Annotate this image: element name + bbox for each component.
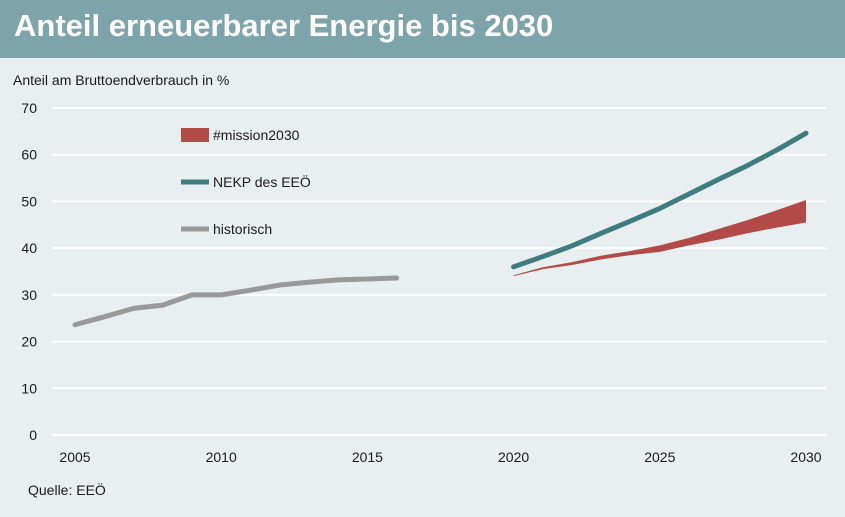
x-tick-label: 2025 [644, 449, 675, 465]
x-tick-label: 2005 [59, 449, 90, 465]
y-tick-label: 60 [21, 147, 37, 163]
legend: #mission2030 NEKP des EEÖ historisch [181, 127, 311, 237]
y-tick-label: 20 [21, 334, 37, 350]
y-tick-labels: 0 10 20 30 40 50 60 70 [21, 100, 37, 443]
y-tick-label: 30 [21, 287, 37, 303]
y-tick-label: 50 [21, 193, 37, 209]
y-tick-label: 0 [29, 427, 37, 443]
series-line-historisch [72, 275, 400, 328]
series-layer [72, 130, 809, 328]
y-tick-label: 40 [21, 240, 37, 256]
x-tick-label: 2015 [352, 449, 383, 465]
legend-label-historisch: historisch [213, 221, 272, 237]
y-tick-label: 10 [21, 380, 37, 396]
series-line-nekp [511, 130, 809, 270]
x-tick-label: 2030 [790, 449, 821, 465]
x-tick-label: 2010 [206, 449, 237, 465]
source-note: Quelle: EEÖ [28, 482, 106, 498]
y-axis-label: Anteil am Bruttoendverbrauch in % [13, 72, 230, 88]
y-tick-label: 70 [21, 100, 37, 116]
series-band-mission [513, 200, 806, 277]
legend-label-nekp: NEKP des EEÖ [213, 173, 311, 190]
grid-layer [52, 107, 826, 436]
title-bar: Anteil erneuerbarer Energie bis 2030 [0, 0, 845, 58]
x-tick-label: 2020 [498, 449, 529, 465]
legend-swatch-mission [181, 128, 209, 142]
page-title: Anteil erneuerbarer Energie bis 2030 [14, 8, 554, 43]
x-tick-labels: 2005 2010 2015 2020 2025 2030 [59, 449, 821, 465]
legend-label-mission: #mission2030 [213, 127, 300, 143]
